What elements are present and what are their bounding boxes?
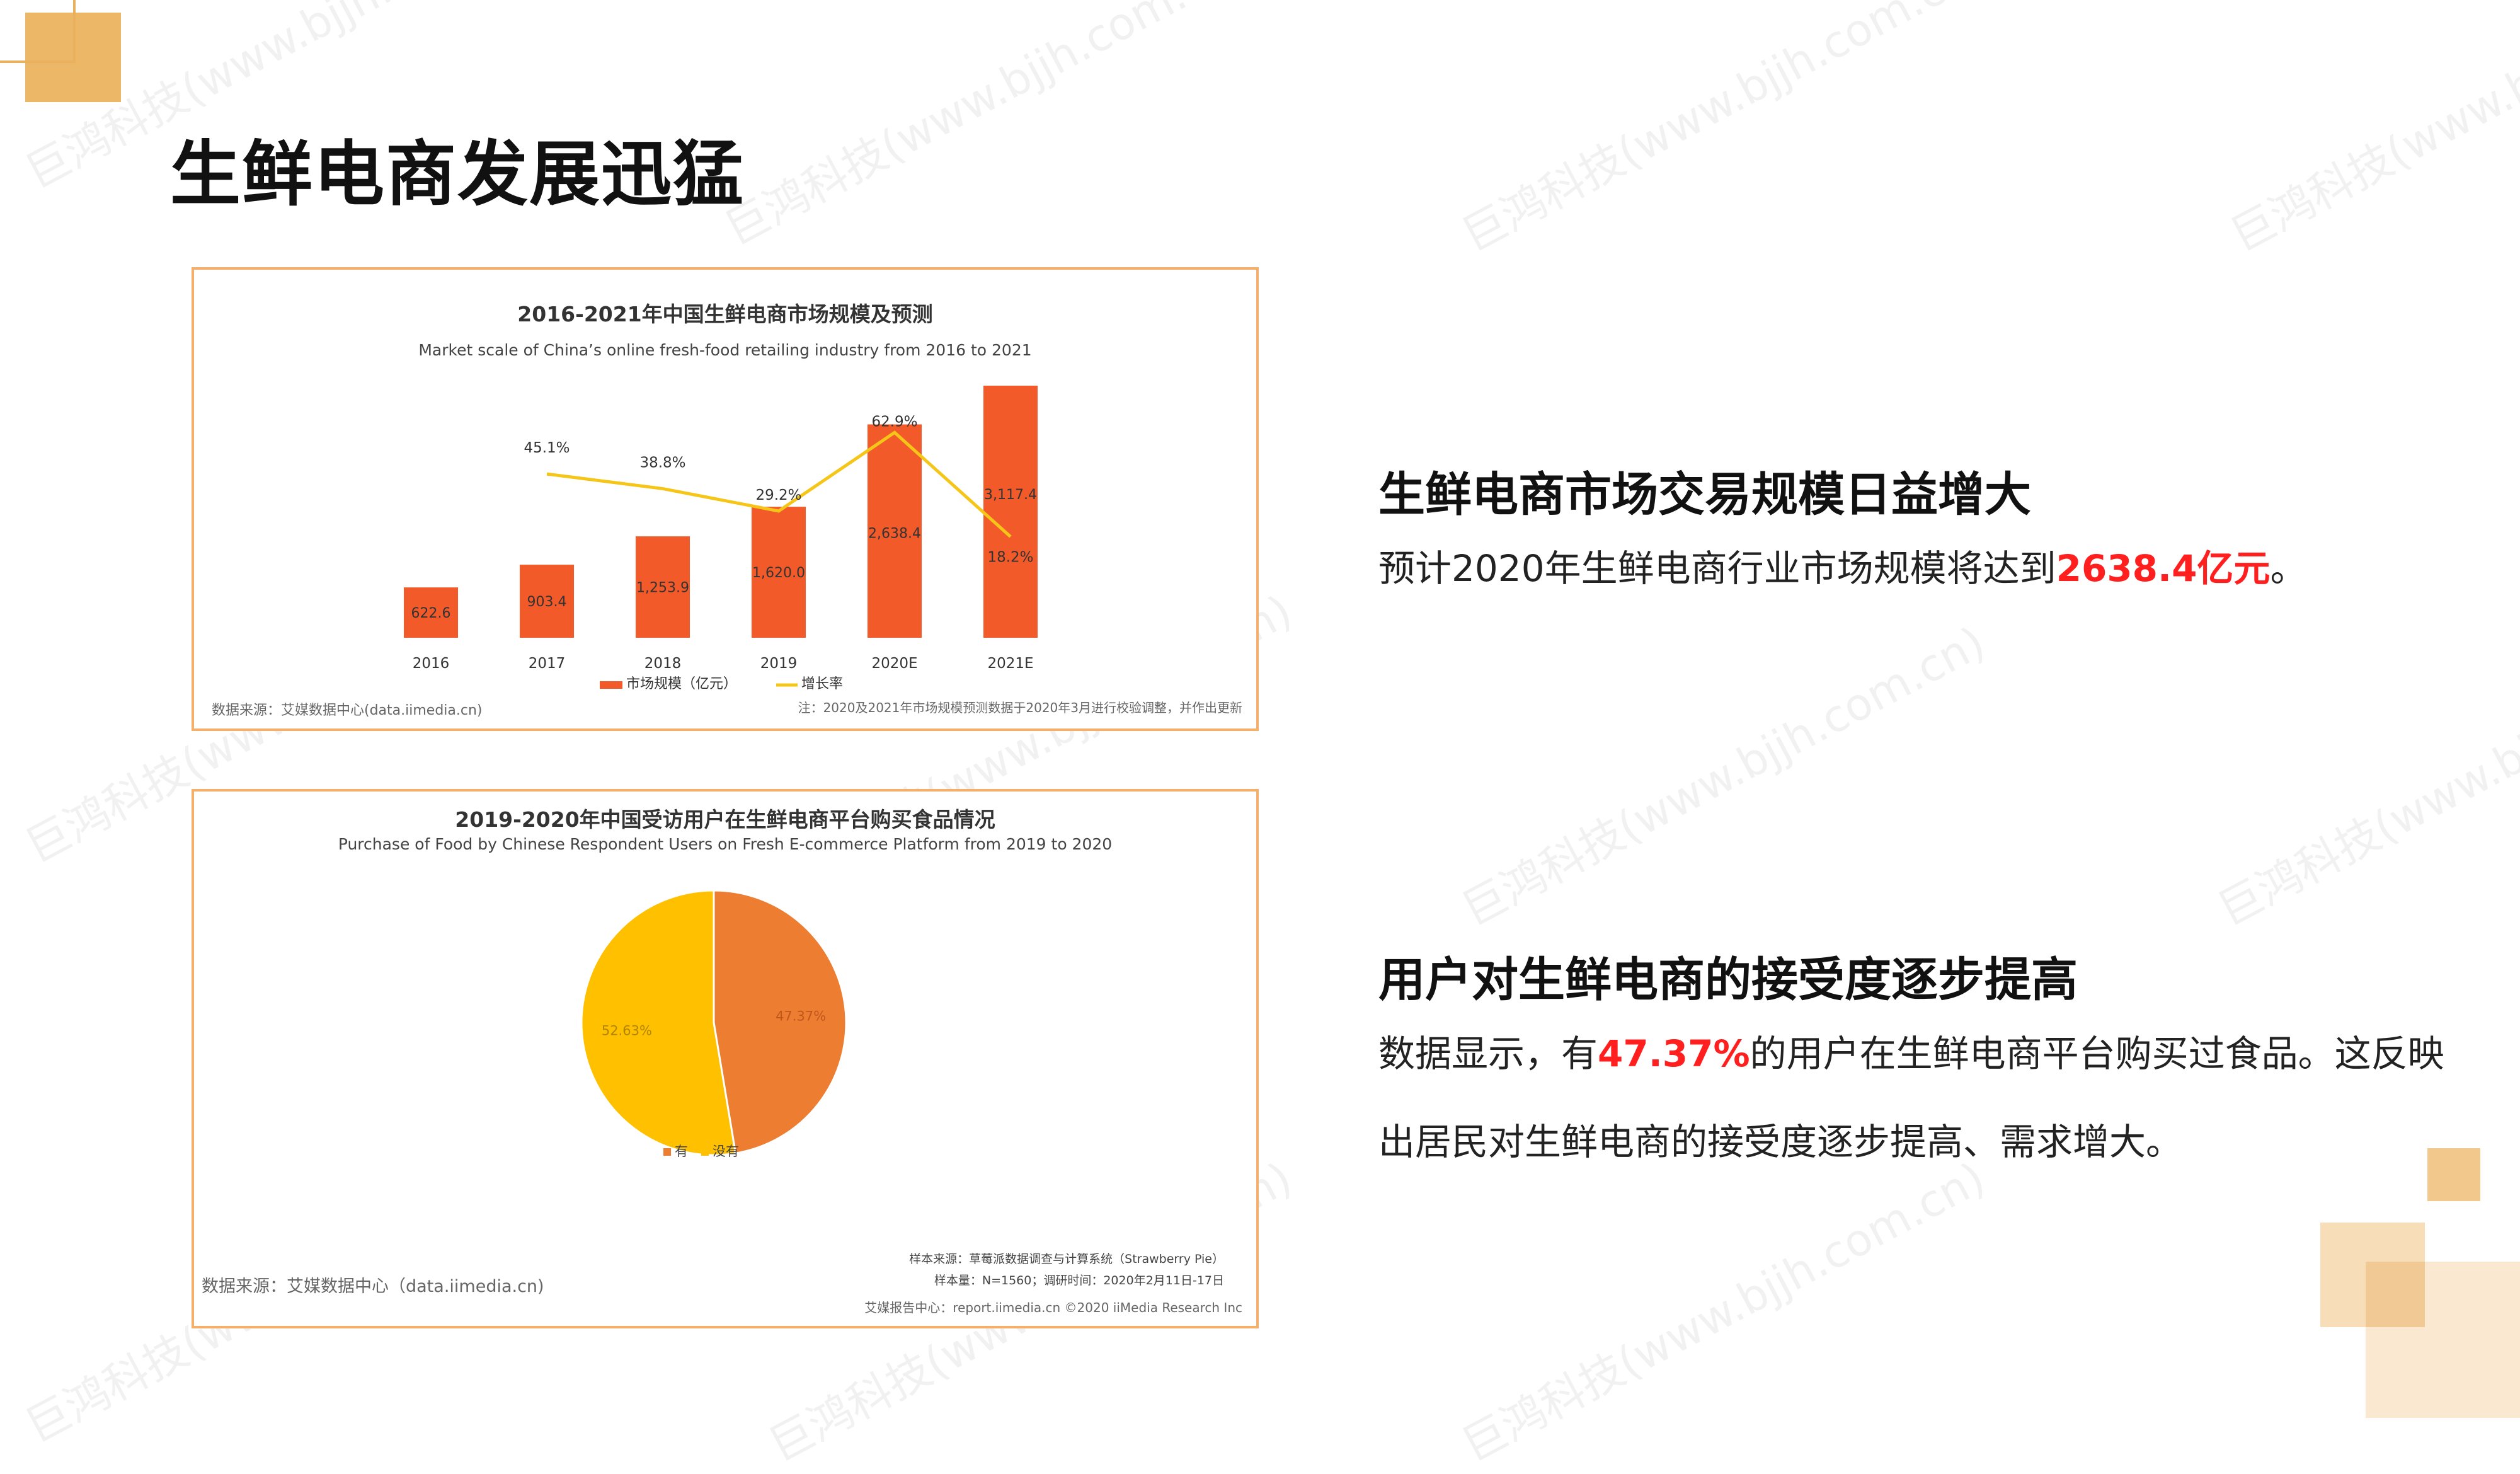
section-paragraph: 预计2020年生鲜电商行业市场规模将达到2638.4亿元。 <box>1378 524 2306 613</box>
bar <box>868 424 922 638</box>
watermark: 巨鸿科技(www.bjjh.com.cn) <box>716 0 1256 256</box>
growth-rate-label: 45.1% <box>524 440 570 456</box>
paragraph-text: 。 <box>2270 547 2307 590</box>
bar-value-label: 2,638.4 <box>868 526 921 541</box>
chart-title: 2016-2021年中国生鲜电商市场规模及预测 <box>517 302 932 326</box>
watermark: 巨鸿科技(www.bjjh.com.cn) <box>2222 0 2520 262</box>
corner-decoration-outline <box>0 0 76 63</box>
watermark: 巨鸿科技(www.bjjh.com.cn) <box>1453 1152 1993 1472</box>
bar-value-label: 1,253.9 <box>636 580 689 596</box>
pie-slice-label: 47.37% <box>776 1009 826 1024</box>
x-tick-label: 2018 <box>644 655 682 672</box>
page-title: 生鲜电商发展迅猛 <box>170 134 745 216</box>
food-purchase-pie-chart: 2019-2020年中国受访用户在生鲜电商平台购买食品情况 Purchase o… <box>192 789 1259 1328</box>
bar <box>752 507 806 638</box>
legend-label: 市场规模（亿元） <box>626 676 737 692</box>
paragraph-text: 出居民对生鲜电商的接受度逐步提高、需求增大。 <box>1378 1120 2183 1163</box>
pie-slice <box>580 889 737 1156</box>
section-heading: 用户对生鲜电商的接受度逐步提高 <box>1378 953 2078 1007</box>
chart-subtitle: Purchase of Food by Chinese Respondent U… <box>338 835 1112 853</box>
chart-title: 2019-2020年中国受访用户在生鲜电商平台购买食品情况 <box>455 807 995 832</box>
legend-label: 没有 <box>713 1144 739 1159</box>
legend-label: 增长率 <box>801 676 843 692</box>
bar <box>983 386 1038 638</box>
chart-note: 注：2020及2021年市场规模预测数据于2020年3月进行校验调整，并作出更新 <box>798 700 1242 715</box>
section-market-scale: 生鲜电商市场交易规模日益增大 预计2020年生鲜电商行业市场规模将达到2638.… <box>1378 457 2306 613</box>
legend-swatch <box>701 1148 709 1156</box>
x-tick-label: 2021E <box>987 655 1033 672</box>
x-tick-label: 2016 <box>413 655 450 672</box>
x-tick-label: 2019 <box>760 655 798 672</box>
section-paragraph: 数据显示，有47.37%的用户在生鲜电商平台购买过食品。这反映出居民对生鲜电商的… <box>1378 1010 2444 1186</box>
paragraph-text: 的用户在生鲜电商平台购买过食品。这反映 <box>1750 1032 2444 1075</box>
growth-rate-label: 18.2% <box>987 550 1033 566</box>
growth-rate-label: 62.9% <box>871 413 917 430</box>
corner-decoration-square <box>2427 1148 2480 1201</box>
watermark: 巨鸿科技(www.bjjh.com.cn) <box>1453 0 1993 262</box>
highlight-value: 2638.4亿元 <box>2056 547 2271 590</box>
growth-rate-label: 38.8% <box>639 454 685 471</box>
x-tick-label: 2020E <box>871 655 917 672</box>
paragraph-text: 数据显示，有 <box>1378 1032 1598 1075</box>
sample-info: 样本量：N=1560；调研时间：2020年2月11日-17日 <box>934 1274 1224 1287</box>
sample-source: 样本来源：草莓派数据调查与计算系统（Strawberry Pie） <box>909 1252 1224 1266</box>
pie-slice-label: 52.63% <box>602 1023 652 1038</box>
chart-source: 数据来源：艾媒数据中心（data.iimedia.cn) <box>202 1277 544 1296</box>
legend-swatch-bar <box>600 681 622 689</box>
bar <box>520 565 574 638</box>
legend-label: 有 <box>675 1144 688 1159</box>
bar-value-label: 3,117.4 <box>984 487 1037 503</box>
market-scale-chart-svg: 2016-2021年中国生鲜电商市场规模及预测 Market scale of … <box>212 302 1242 718</box>
bar <box>404 587 458 638</box>
bar-value-label: 903.4 <box>527 594 567 610</box>
watermark: 巨鸿科技(www.bjjh.com.cn) <box>1453 616 1993 936</box>
chart-source: 数据来源：艾媒数据中心(data.iimedia.cn) <box>212 703 483 718</box>
section-heading: 生鲜电商市场交易规模日益增大 <box>1378 468 2031 522</box>
paragraph-text: 预计2020年生鲜电商行业市场规模将达到 <box>1378 547 2056 590</box>
bar-value-label: 622.6 <box>411 606 451 621</box>
bar <box>636 536 690 638</box>
growth-rate-label: 29.2% <box>755 487 801 504</box>
food-purchase-pie-chart-svg: 2019-2020年中国受访用户在生鲜电商平台购买食品情况 Purchase o… <box>202 807 1242 1315</box>
market-scale-chart: 2016-2021年中国生鲜电商市场规模及预测 Market scale of … <box>192 267 1259 731</box>
legend-swatch <box>663 1148 671 1156</box>
section-acceptance: 用户对生鲜电商的接受度逐步提高 数据显示，有47.37%的用户在生鲜电商平台购买… <box>1378 942 2444 1186</box>
bar-value-label: 1,620.0 <box>752 565 805 581</box>
chart-footer: 艾媒报告中心：report.iimedia.cn ©2020 iiMedia R… <box>864 1300 1242 1315</box>
growth-rate-line <box>546 430 1012 538</box>
highlight-value: 47.37% <box>1598 1032 1750 1075</box>
watermark: 巨鸿科技(www.bjjh.com.cn) <box>2209 616 2520 936</box>
x-tick-label: 2017 <box>529 655 566 672</box>
pie-slice <box>713 889 847 1154</box>
corner-decoration-square <box>2366 1262 2425 1327</box>
chart-subtitle: Market scale of China’s online fresh-foo… <box>418 341 1031 359</box>
